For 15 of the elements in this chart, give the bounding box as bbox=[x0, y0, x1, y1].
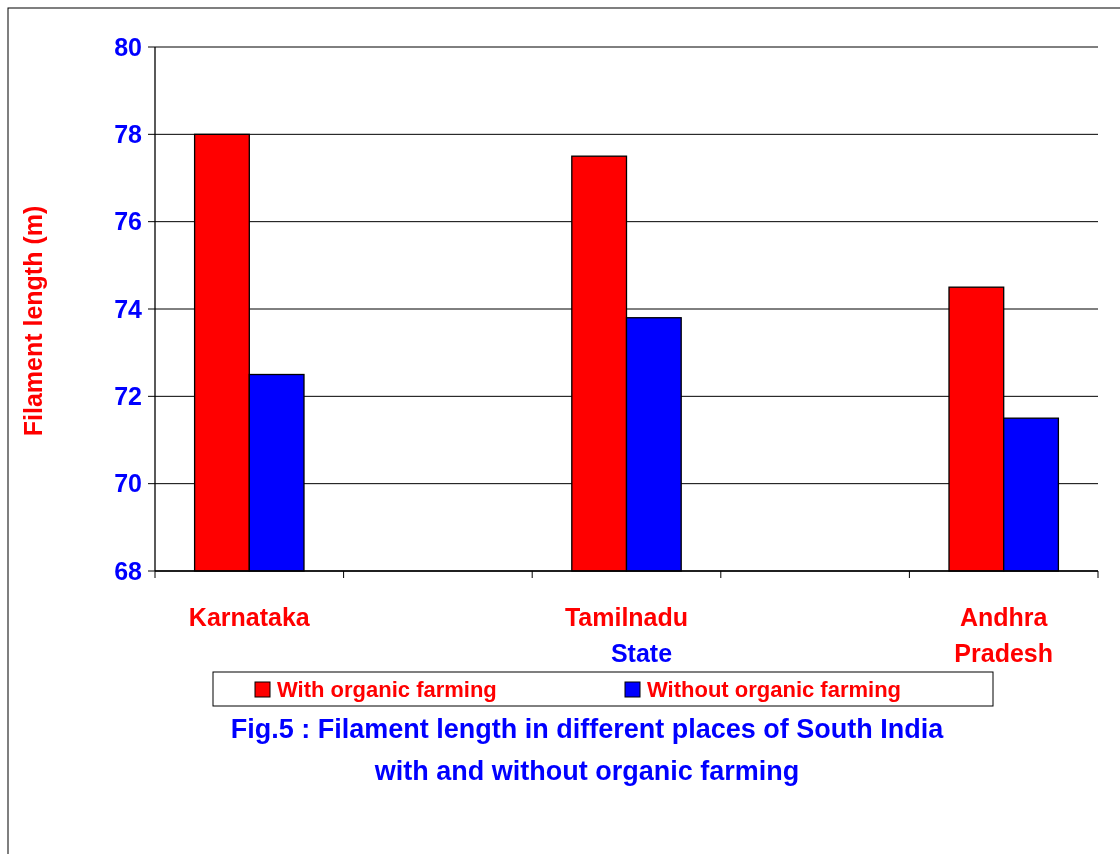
y-tick-label: 70 bbox=[114, 469, 142, 498]
x-tick-label: Andhra Pradesh bbox=[954, 603, 1054, 667]
y-tick-label: 78 bbox=[114, 120, 143, 149]
y-axis-title: Filament length (m) bbox=[19, 205, 47, 437]
y-tick-label: 72 bbox=[114, 382, 142, 411]
legend-label: Without organic farming bbox=[647, 677, 902, 702]
legend-label: With organic farming bbox=[277, 677, 497, 702]
x-tick-label: Karnataka bbox=[188, 603, 311, 631]
y-tick-label: 76 bbox=[114, 207, 142, 236]
y-tick-label: 68 bbox=[114, 556, 143, 585]
text: Fig.5 : Filament length in different places of South India with and without organic farming bbox=[230, 714, 945, 786]
y-tick-label: 80 bbox=[114, 32, 142, 61]
x-tick-label: Tamilnadu bbox=[564, 603, 689, 631]
x-axis-title: State bbox=[610, 639, 673, 667]
y-tick-label: 74 bbox=[114, 294, 143, 323]
